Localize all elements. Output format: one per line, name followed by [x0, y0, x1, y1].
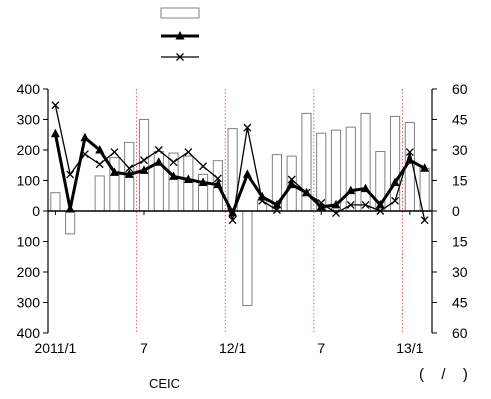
left-tick-label: 400	[17, 325, 41, 341]
triangle-marker-10	[198, 177, 208, 187]
triangle-marker-8	[169, 171, 179, 180]
bar-1	[65, 210, 76, 235]
legend-bar-swatch	[160, 7, 200, 19]
x-marker-3	[95, 160, 104, 169]
bar-20	[345, 126, 356, 212]
triangle-marker-20	[346, 185, 356, 195]
x-marker-15	[272, 206, 281, 214]
bar-series	[50, 112, 430, 307]
left-tick-label: 400	[17, 81, 41, 97]
x-marker-10	[199, 162, 208, 171]
x-marker-2	[80, 150, 89, 159]
x-marker-1	[66, 170, 75, 179]
right-tick-label: 60	[452, 325, 468, 341]
axes: 400 300 200 100 0 100 200 300 400 60 45 30 15 0 15 30 45…	[17, 81, 468, 356]
legend-x-marker	[176, 53, 184, 61]
x-marker-21	[361, 200, 370, 209]
left-tick-label: 300	[17, 295, 41, 311]
bar-9	[183, 155, 194, 212]
right-tick-label: 60	[452, 81, 468, 97]
left-tick-label: 200	[17, 264, 41, 280]
triangle-marker-2	[80, 132, 90, 142]
triangle-marker-7	[154, 157, 164, 166]
left-tick-label: 0	[32, 203, 40, 219]
bar-3	[94, 175, 105, 212]
x-marker-9	[184, 148, 193, 156]
triangle-marker-5	[124, 169, 134, 178]
bar-6	[138, 119, 150, 212]
x-marker-8	[169, 158, 178, 167]
left-tick-label: 300	[17, 112, 41, 128]
right-tick-label: 15	[452, 234, 468, 250]
triangle-marker-18	[316, 201, 326, 211]
triangle-marker-4	[109, 167, 119, 176]
triangle-marker-16	[287, 179, 297, 189]
bar-14	[257, 199, 268, 212]
left-tick-label: 100	[17, 173, 41, 189]
x-tick-label: 12/1	[219, 340, 246, 356]
x-marker-20	[346, 200, 355, 209]
right-tick-label: 45	[452, 112, 468, 128]
triangle-marker-3	[95, 145, 105, 154]
triangle-marker-13	[242, 169, 252, 178]
x-marker-17	[302, 188, 311, 197]
x-marker-0	[51, 101, 60, 110]
right-tick-label: 15	[452, 173, 468, 189]
x-tick-label: 2011/1	[34, 340, 76, 356]
vertical-guides	[136, 89, 403, 333]
right-tick-label: 0	[452, 203, 460, 219]
triangle-marker-25	[420, 163, 430, 172]
source-label: CEIC	[149, 376, 181, 391]
left-tick-label: 200	[17, 142, 41, 158]
x-marker-25	[420, 216, 429, 225]
right-tick-label: 45	[452, 295, 468, 311]
triangle-marker-22	[375, 199, 385, 209]
bar-13	[242, 210, 253, 307]
x-marker-14	[258, 196, 267, 205]
bar-23	[389, 115, 401, 212]
left-tick-label: 100	[17, 234, 41, 250]
triangle-marker-0	[50, 128, 60, 138]
x-tick-label: 7	[317, 340, 325, 356]
bar-19	[330, 129, 342, 212]
x-tick-label: 13/1	[396, 340, 423, 356]
x-marker-13	[243, 123, 252, 132]
triangle-marker-21	[361, 183, 371, 193]
right-tick-label: 30	[452, 264, 468, 280]
triangle-marker-23	[390, 177, 400, 187]
x-marker-4	[110, 148, 119, 156]
x-marker-12	[228, 216, 237, 225]
line-series	[50, 101, 430, 225]
x-marker-6	[140, 156, 148, 165]
legend-triangle-marker	[175, 31, 185, 40]
triangle-marker-6	[139, 165, 149, 174]
triangle-marker-19	[331, 199, 341, 209]
x-tick-label: 7	[140, 340, 148, 356]
bar-0	[50, 192, 61, 212]
x-marker-24	[405, 148, 414, 156]
legend	[160, 7, 200, 61]
unit-label: ( / )	[419, 366, 471, 383]
bar-21	[360, 112, 371, 212]
right-tick-label: 30	[452, 142, 468, 158]
x-marker-11	[213, 174, 222, 183]
x-marker-5	[125, 164, 134, 173]
triangle-marker-9	[183, 174, 193, 183]
x-marker-16	[287, 175, 296, 184]
x-marker-18	[317, 198, 326, 207]
x-marker-23	[391, 196, 400, 205]
x-marker-7	[154, 146, 163, 154]
